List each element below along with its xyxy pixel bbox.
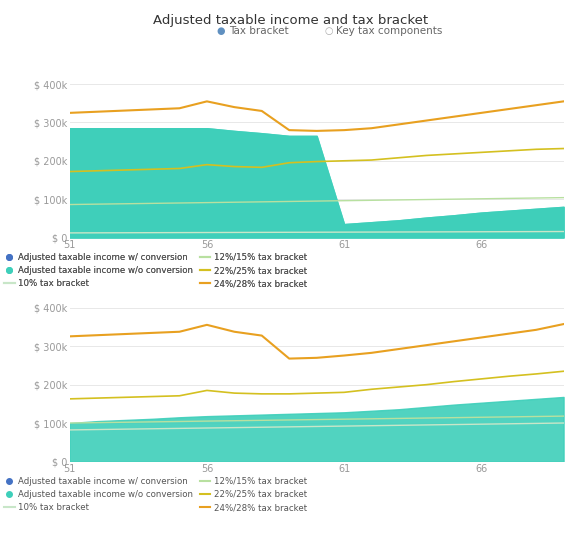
Legend: Adjusted taxable income w/ conversion, Adjusted taxable income w/o conversion, 1: Adjusted taxable income w/ conversion, A… [4, 253, 307, 288]
Text: ●: ● [217, 26, 225, 36]
Text: ○: ○ [324, 26, 332, 36]
Text: Adjusted taxable income and tax bracket: Adjusted taxable income and tax bracket [153, 14, 428, 27]
Legend: Adjusted taxable income w/ conversion, Adjusted taxable income w/o conversion, 1: Adjusted taxable income w/ conversion, A… [4, 477, 307, 512]
Text: Key tax components: Key tax components [336, 26, 442, 36]
Text: Tax bracket: Tax bracket [229, 26, 289, 36]
